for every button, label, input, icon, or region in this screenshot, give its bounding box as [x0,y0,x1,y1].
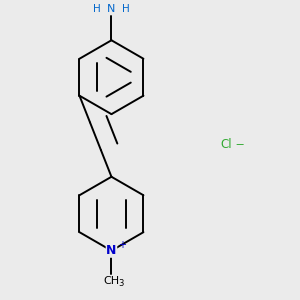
Text: N: N [106,244,117,257]
Text: −: − [232,140,245,150]
Text: H: H [93,4,101,14]
Text: 3: 3 [118,279,124,288]
Text: CH: CH [103,276,119,286]
Text: Cl: Cl [221,138,232,151]
Text: +: + [118,240,127,250]
Text: H: H [122,4,130,14]
Text: N: N [107,4,116,14]
